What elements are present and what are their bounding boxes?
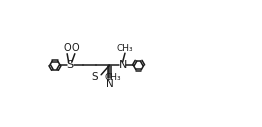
Text: CH₃: CH₃ [117,44,133,53]
Text: CH₃: CH₃ [104,73,121,82]
Text: S: S [67,60,74,70]
Text: O: O [71,43,79,53]
Text: N: N [118,60,127,70]
Text: N: N [106,79,113,89]
Text: O: O [63,43,71,53]
Text: S: S [91,72,98,82]
